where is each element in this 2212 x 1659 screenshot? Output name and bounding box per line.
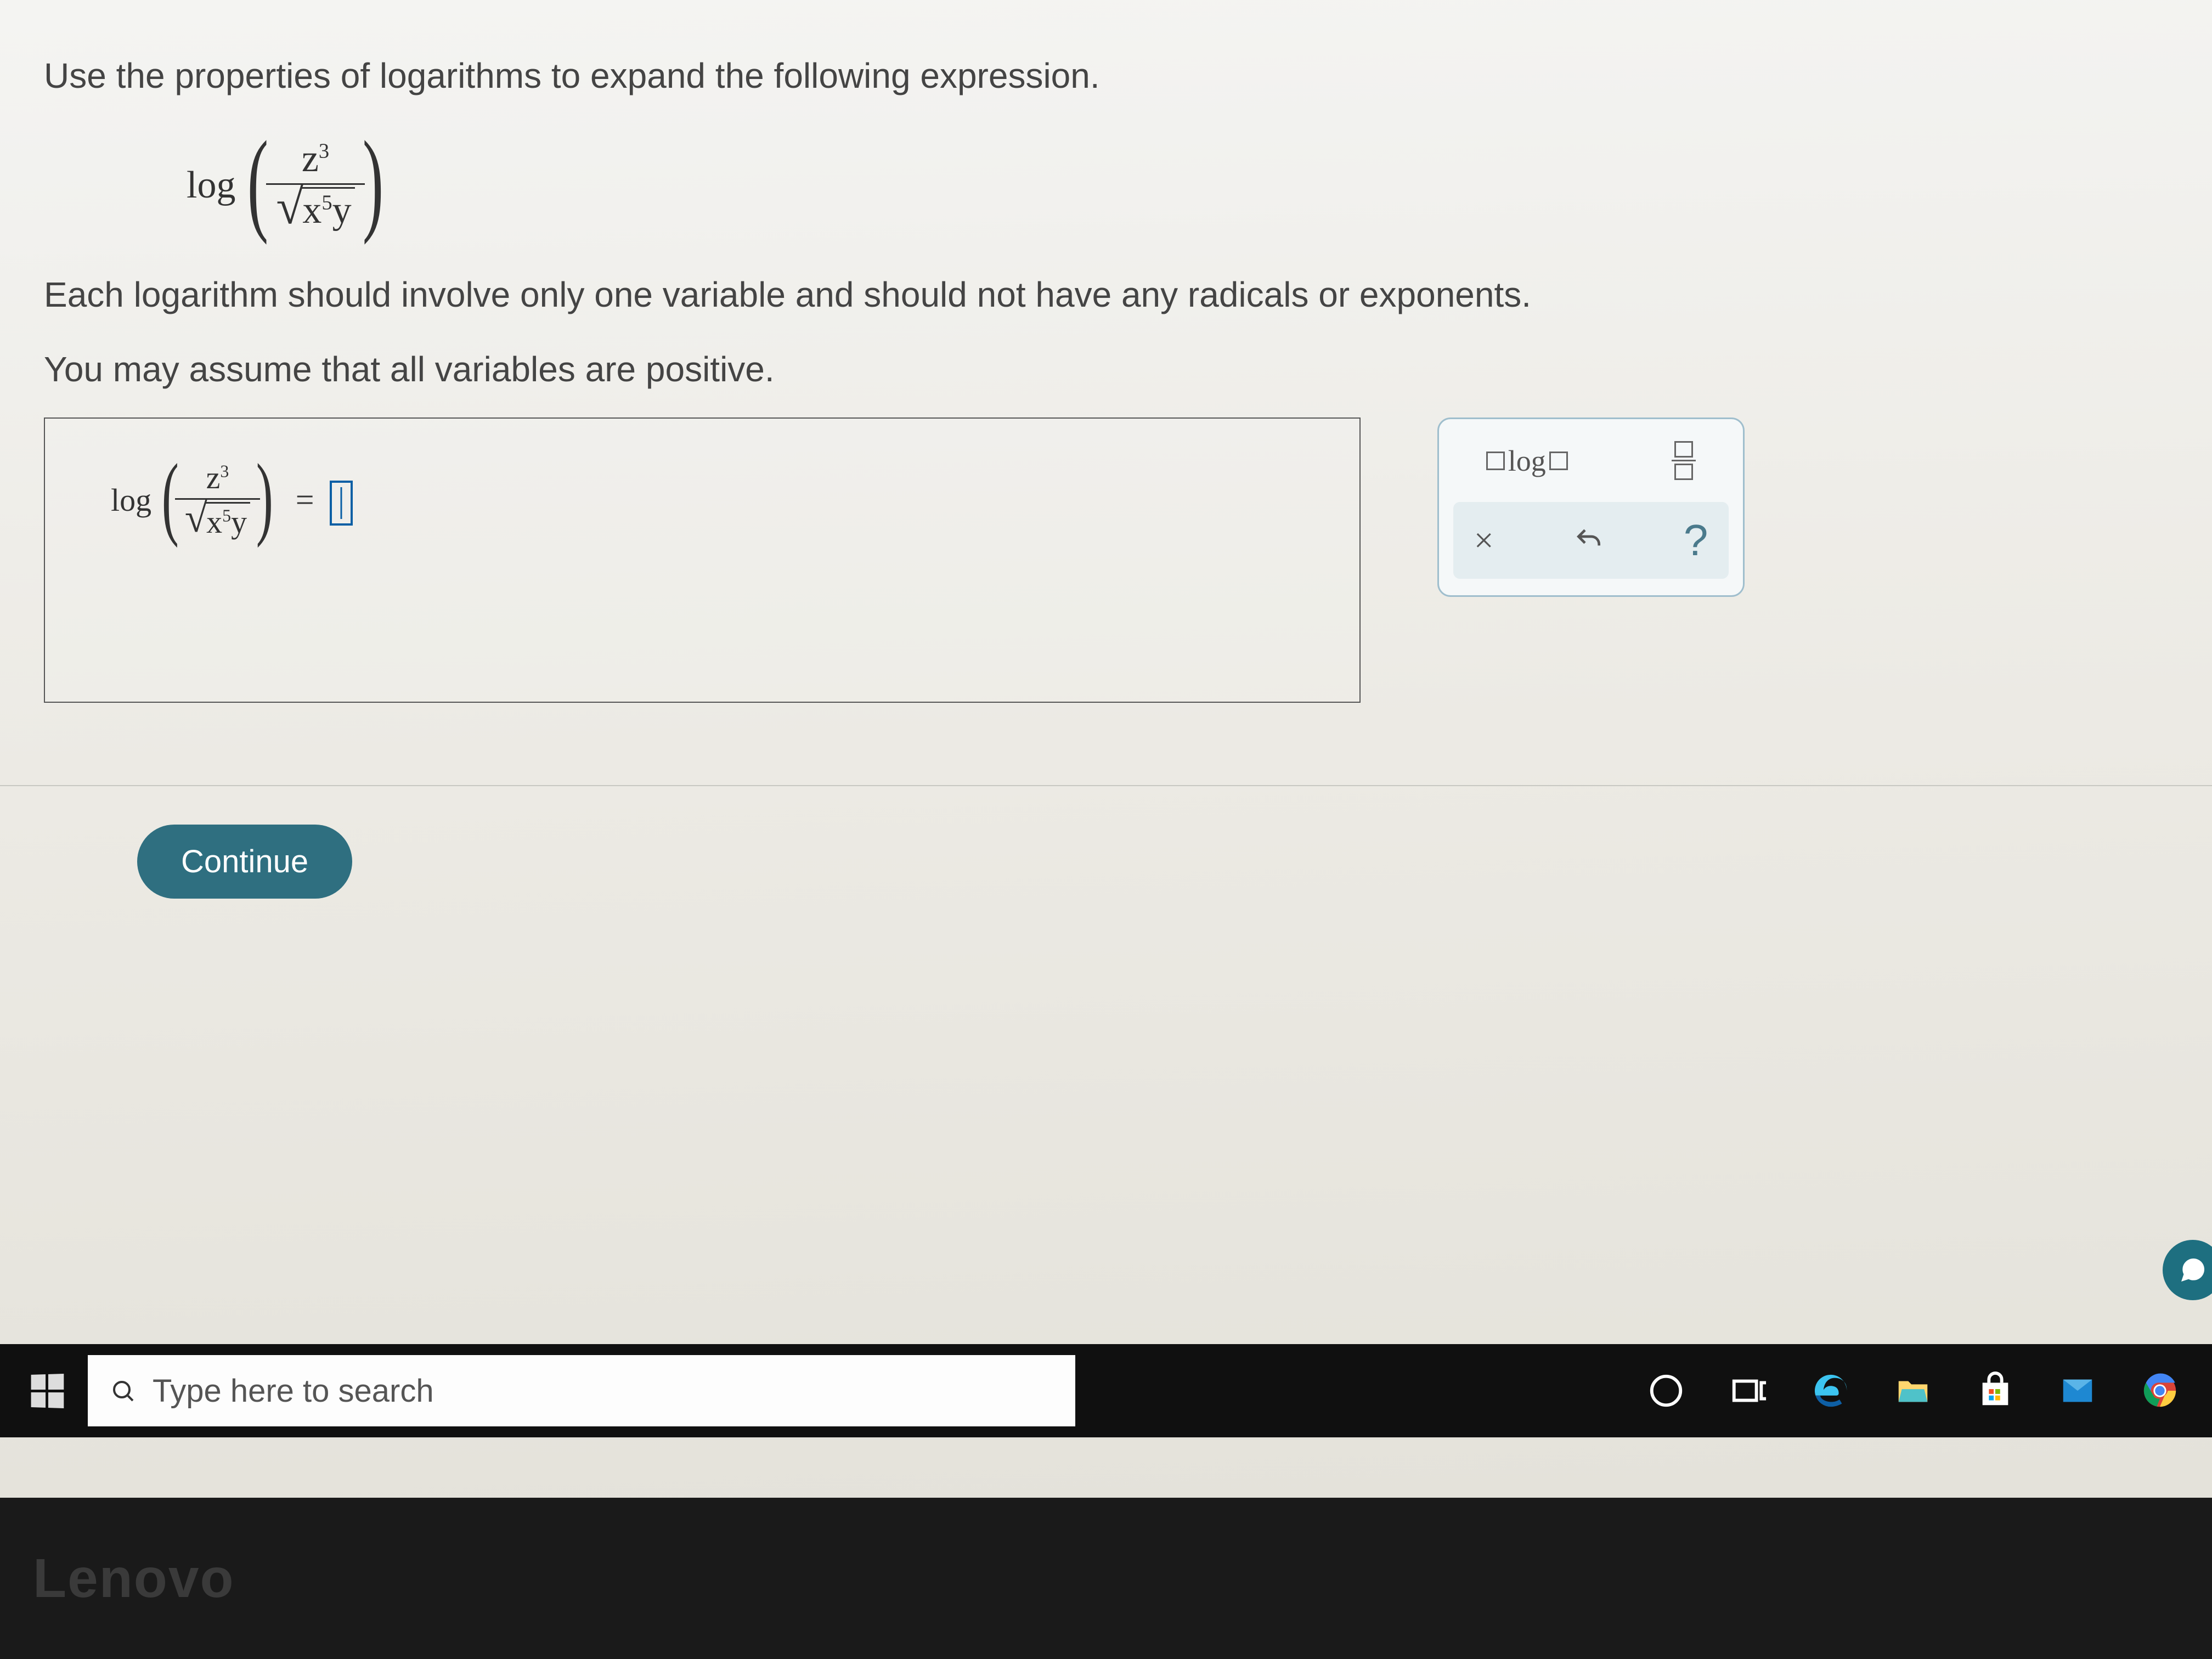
- windows-taskbar: Type here to search: [0, 1344, 2212, 1437]
- search-placeholder: Type here to search: [153, 1373, 434, 1409]
- numerator-base: z: [302, 138, 319, 180]
- radicand-x: x: [302, 189, 321, 232]
- tool-clear-button[interactable]: ×: [1474, 520, 1494, 561]
- cortana-icon: [1647, 1372, 1685, 1410]
- search-icon: [110, 1378, 136, 1404]
- square-root: √ x5y: [276, 187, 354, 233]
- folder-icon: [1894, 1372, 1932, 1410]
- placeholder-box-icon: [1486, 452, 1505, 470]
- open-paren: (: [247, 142, 268, 222]
- edge-icon: [1812, 1372, 1850, 1410]
- numerator-exp: 3: [319, 140, 329, 163]
- start-button[interactable]: [16, 1361, 77, 1421]
- task-view-button[interactable]: [1713, 1355, 1784, 1426]
- tool-log-label: log: [1508, 444, 1546, 478]
- math-toolbox: log × ?: [1437, 417, 1745, 597]
- taskbar-file-explorer-button[interactable]: [1877, 1355, 1949, 1426]
- answer-log-label: log: [111, 482, 151, 518]
- chat-icon: [2177, 1255, 2208, 1285]
- question-expression: log ( z3 √ x5y ): [187, 135, 2168, 235]
- task-view-icon: [1729, 1372, 1768, 1410]
- taskbar-edge-button[interactable]: [1795, 1355, 1866, 1426]
- condition-1: Each logarithm should involve only one v…: [44, 268, 2168, 321]
- close-paren: ): [362, 142, 383, 222]
- store-icon: [1976, 1372, 2015, 1410]
- taskbar-chrome-button[interactable]: [2124, 1355, 2196, 1426]
- cortana-button[interactable]: [1630, 1355, 1702, 1426]
- radicand-x-exp: 5: [321, 191, 332, 215]
- radicand-y: y: [332, 189, 352, 232]
- fraction: z3 √ x5y: [266, 135, 364, 235]
- chrome-icon: [2141, 1372, 2179, 1410]
- log-func-label: log: [187, 163, 235, 207]
- fraction-icon: [1672, 441, 1696, 480]
- taskbar-store-button[interactable]: [1960, 1355, 2031, 1426]
- app-content-area: Use the properties of logarithms to expa…: [0, 0, 2212, 1498]
- taskbar-mail-button[interactable]: [2042, 1355, 2113, 1426]
- answer-expression: log ( z3 √ x5y: [111, 457, 353, 543]
- placeholder-box-icon: [1549, 452, 1568, 470]
- tool-help-button[interactable]: ?: [1684, 515, 1708, 566]
- undo-icon: [1573, 525, 1604, 556]
- laptop-brand-label: Lenovo: [33, 1547, 235, 1610]
- tool-log-button[interactable]: log: [1486, 444, 1568, 478]
- continue-button[interactable]: Continue: [137, 825, 352, 899]
- feedback-button[interactable]: [2163, 1240, 2212, 1300]
- section-divider: [0, 785, 2212, 786]
- answer-input-slot[interactable]: [330, 481, 353, 526]
- tool-fraction-button[interactable]: [1672, 441, 1696, 480]
- condition-2: You may assume that all variables are po…: [44, 343, 2168, 396]
- question-prompt: Use the properties of logarithms to expa…: [44, 49, 2168, 102]
- mail-icon: [2058, 1372, 2097, 1410]
- taskbar-search-box[interactable]: Type here to search: [88, 1355, 1075, 1426]
- tool-undo-button[interactable]: [1573, 525, 1604, 556]
- equals-sign: =: [296, 481, 314, 519]
- windows-logo-icon: [31, 1374, 64, 1408]
- answer-input-area[interactable]: log ( z3 √ x5y: [44, 417, 1361, 703]
